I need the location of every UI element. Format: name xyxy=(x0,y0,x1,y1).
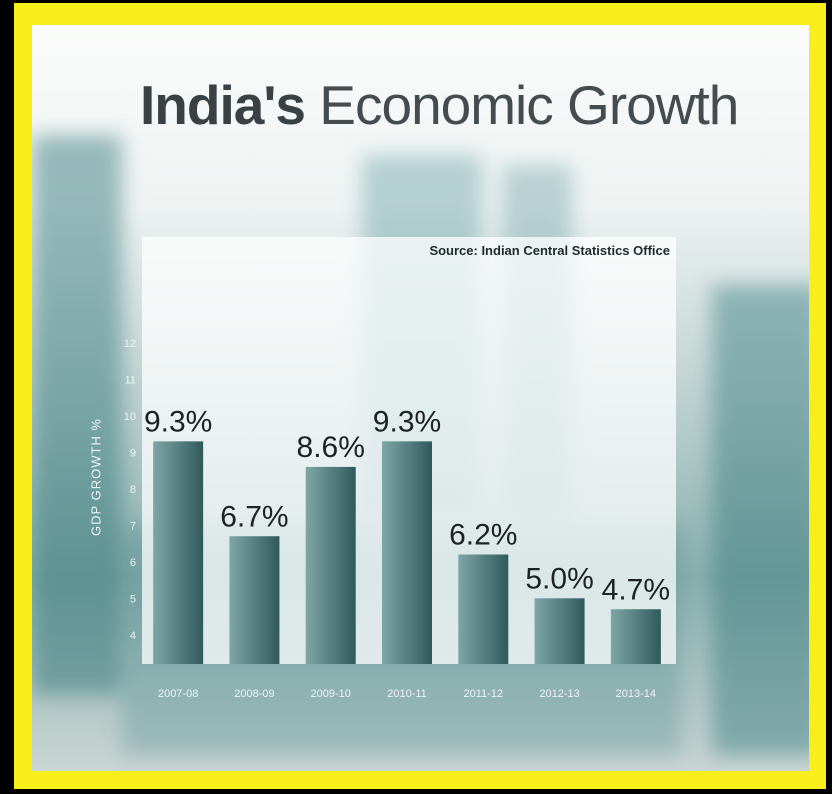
y-tick-label: 9 xyxy=(130,447,136,459)
bar-2012-13 xyxy=(534,598,585,664)
title-rest: Economic Growth xyxy=(305,74,739,136)
yellow-frame: India's Economic Growth Source: Indian C… xyxy=(14,3,826,789)
data-label: 8.6% xyxy=(297,431,365,464)
y-tick-label: 7 xyxy=(130,520,136,532)
y-tick-label: 6 xyxy=(130,557,136,569)
bar-2008-09 xyxy=(229,536,280,664)
data-label: 5.0% xyxy=(525,562,593,595)
data-label: 6.2% xyxy=(449,519,517,552)
y-tick-label: 8 xyxy=(130,484,136,496)
y-tick-label: 4 xyxy=(130,630,136,642)
title-bold: India's xyxy=(140,74,306,136)
background-building xyxy=(712,285,809,755)
data-label: 6.7% xyxy=(220,500,288,533)
bar-2007-08 xyxy=(153,441,204,664)
bar-2011-12 xyxy=(458,554,509,664)
x-tick-label: 2008-09 xyxy=(234,688,274,700)
bar-2010-11 xyxy=(382,441,432,664)
bar-2013-14 xyxy=(610,609,661,664)
x-tick-label: 2009-10 xyxy=(311,688,351,700)
background-building xyxy=(32,135,122,695)
data-label: 9.3% xyxy=(373,405,441,438)
chart-title: India's Economic Growth xyxy=(140,73,739,137)
y-tick-label: 11 xyxy=(125,374,136,386)
x-tick-label: 2010-11 xyxy=(387,688,427,700)
y-tick-label: 10 xyxy=(124,411,136,423)
x-tick-label: 2007-08 xyxy=(158,688,198,700)
y-tick-label: 5 xyxy=(130,593,136,605)
chart-panel: India's Economic Growth Source: Indian C… xyxy=(32,25,809,771)
data-label: 4.7% xyxy=(602,573,670,606)
x-tick-label: 2012-13 xyxy=(539,688,579,700)
x-tick-label: 2013-14 xyxy=(616,688,656,700)
data-label: 9.3% xyxy=(144,405,212,438)
source-note: Source: Indian Central Statistics Office xyxy=(429,243,670,258)
y-tick-label: 12 xyxy=(124,338,136,350)
bar-2009-10 xyxy=(305,466,356,664)
x-tick-label: 2011-12 xyxy=(464,688,504,700)
